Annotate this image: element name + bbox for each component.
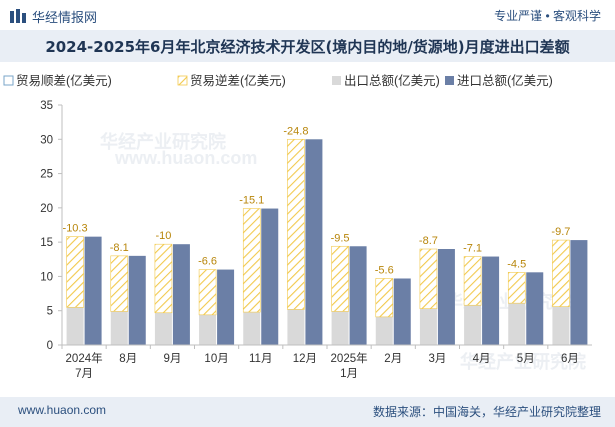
footer-website: www.huaon.com bbox=[18, 403, 107, 417]
x-tick-label: 5月 bbox=[517, 353, 535, 365]
deficit-bar bbox=[66, 236, 84, 308]
import-bar bbox=[84, 236, 102, 345]
legend-swatch-import bbox=[445, 76, 454, 85]
deficit-data-label: -9.5 bbox=[331, 232, 350, 244]
export-bar bbox=[66, 307, 84, 345]
chart-legend: 贸易顺差(亿美元) 贸易逆差(亿美元) 出口总额(亿美元) 进口总额(亿美元) bbox=[3, 73, 553, 88]
export-bar bbox=[464, 305, 482, 345]
bars-group: -10.3 -8.1 -10 -6.6 -15.1 -24.8 -9.5 -5.6 -8.7 -7… bbox=[63, 125, 588, 345]
deficit-bar bbox=[331, 245, 349, 312]
deficit-data-label: -7.1 bbox=[463, 243, 482, 255]
deficit-bar bbox=[375, 278, 394, 318]
huajing-logo-icon bbox=[10, 9, 26, 23]
export-bar bbox=[110, 311, 128, 345]
x-tick-label: 4月 bbox=[473, 353, 491, 365]
y-tick-label: 15 bbox=[40, 237, 53, 249]
x-axis: 2024年 7月 8月 9月 10月 11月 12月 2025年 1月 2月 3月 4月 5月 6月 bbox=[61, 344, 592, 380]
deficit-data-label: -8.7 bbox=[419, 235, 438, 247]
bar-chart: 华经产业研究院华经产业研究院华经产业研究院www.huaon.com 贸易顺差(… bbox=[3, 73, 592, 380]
deficit-data-label: -4.5 bbox=[507, 258, 526, 270]
import-bar bbox=[482, 256, 500, 345]
legend-swatch-export bbox=[332, 76, 341, 85]
deficit-bar bbox=[419, 248, 438, 309]
export-bar bbox=[154, 312, 172, 345]
deficit-data-label: -10 bbox=[155, 230, 171, 242]
deficit-data-label: -8.1 bbox=[110, 242, 129, 254]
export-bar bbox=[419, 308, 437, 345]
x-tick-label: 10月 bbox=[204, 353, 228, 365]
import-bar bbox=[437, 249, 455, 345]
import-bar bbox=[128, 255, 146, 345]
x-tick-label: 9月 bbox=[163, 353, 181, 365]
import-bar bbox=[261, 208, 279, 345]
deficit-data-label: -9.7 bbox=[551, 226, 570, 238]
legend-label: 贸易逆差(亿美元) bbox=[190, 73, 286, 88]
legend-label: 出口总额(亿美元) bbox=[344, 73, 440, 88]
export-bar bbox=[552, 306, 570, 345]
x-tick-label: 12月 bbox=[293, 353, 317, 365]
export-bar bbox=[508, 303, 526, 345]
import-bar bbox=[526, 272, 544, 345]
deficit-data-label: -24.8 bbox=[283, 125, 308, 137]
import-bar bbox=[172, 244, 190, 345]
y-tick-label: 5 bbox=[47, 306, 53, 318]
deficit-bar bbox=[242, 208, 261, 313]
deficit-bar bbox=[110, 255, 129, 312]
deficit-data-label: -6.6 bbox=[198, 256, 217, 268]
x-tick-label: 8月 bbox=[119, 353, 137, 365]
deficit-data-label: -15.1 bbox=[239, 195, 264, 207]
legend-label: 贸易顺差(亿美元) bbox=[16, 73, 112, 88]
deficit-data-label: -10.3 bbox=[63, 223, 88, 235]
footer-source: 数据来源：中国海关，华经产业研究院整理 bbox=[372, 405, 601, 419]
watermark-text: 华经产业研究院 bbox=[460, 351, 586, 372]
deficit-bar bbox=[287, 138, 305, 310]
deficit-data-label: -5.6 bbox=[375, 264, 394, 276]
x-tick-label: 2月 bbox=[384, 353, 402, 365]
export-bar bbox=[331, 311, 349, 345]
x-tick-label: 11月 bbox=[249, 353, 272, 365]
top-bar: 华经情报网 专业严谨 • 客观科学 bbox=[0, 0, 615, 30]
tagline: 专业严谨 • 客观科学 bbox=[494, 9, 601, 23]
deficit-bar bbox=[154, 243, 173, 314]
footer-bar bbox=[0, 397, 615, 427]
import-bar bbox=[349, 246, 367, 345]
y-tick-label: 25 bbox=[40, 169, 53, 181]
y-tick-label: 10 bbox=[40, 271, 53, 283]
export-bar bbox=[243, 312, 261, 345]
import-bar bbox=[305, 139, 323, 345]
x-tick-label: 2024年 7月 bbox=[66, 351, 103, 380]
import-bar bbox=[217, 269, 235, 345]
legend-label: 进口总额(亿美元) bbox=[457, 73, 553, 88]
watermark-url: www.huaon.com bbox=[114, 148, 257, 168]
x-tick-label: 3月 bbox=[428, 353, 446, 365]
y-tick-label: 30 bbox=[40, 134, 53, 146]
brand-name: 华经情报网 bbox=[32, 10, 98, 25]
chart-title: 2024-2025年6月年北京经济技术开发区(境内目的地/货源地)月度进出口差额 bbox=[45, 38, 570, 56]
import-bar bbox=[393, 278, 411, 345]
x-tick-label: 2025年 1月 bbox=[331, 351, 368, 380]
export-bar bbox=[375, 316, 393, 345]
y-tick-label: 0 bbox=[47, 340, 53, 352]
import-bar bbox=[570, 240, 588, 345]
deficit-bar bbox=[507, 272, 526, 304]
legend-swatch-surplus bbox=[3, 75, 14, 86]
export-bar bbox=[287, 309, 305, 345]
deficit-bar bbox=[552, 239, 570, 307]
deficit-bar bbox=[198, 269, 217, 316]
title-bar bbox=[0, 30, 615, 62]
legend-swatch-deficit bbox=[177, 75, 188, 86]
export-bar bbox=[199, 314, 217, 345]
y-tick-label: 20 bbox=[40, 203, 53, 215]
watermark-text: 华经产业研究院 bbox=[100, 131, 226, 152]
y-tick-label: 35 bbox=[40, 100, 53, 112]
x-tick-label: 6月 bbox=[561, 353, 579, 365]
deficit-bar bbox=[463, 256, 482, 306]
y-axis: 0 5 10 15 20 25 30 35 bbox=[40, 100, 63, 352]
